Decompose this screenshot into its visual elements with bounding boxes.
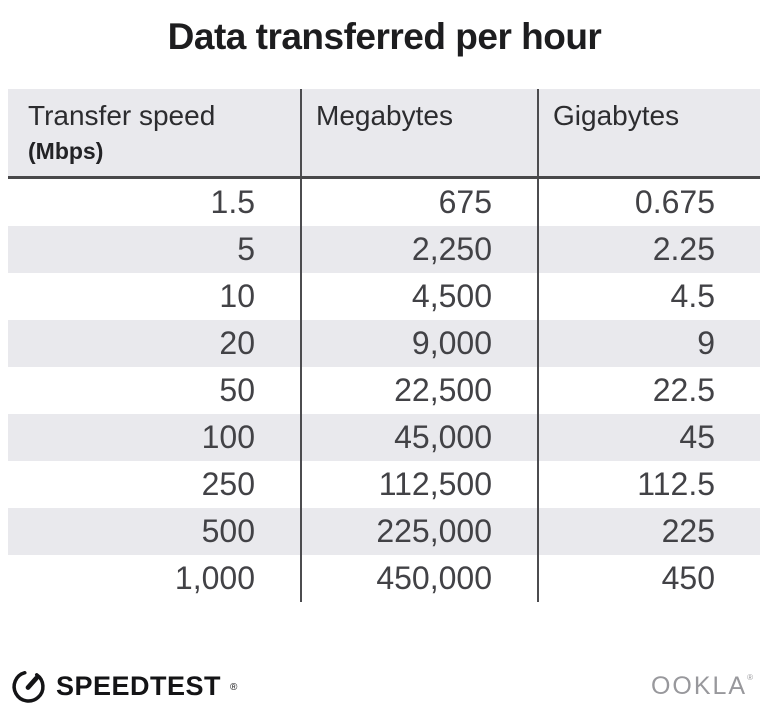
infographic-page: Data transferred per hour Transfer speed…	[0, 16, 769, 703]
cell-transfer-speed: 5	[8, 226, 302, 273]
cell-transfer-speed: 20	[8, 320, 302, 367]
cell-gigabytes: 22.5	[652, 372, 715, 408]
cell-gigabytes: 9	[697, 325, 715, 361]
cell-megabytes: 675	[302, 179, 539, 226]
speedtest-gauge-icon	[10, 668, 47, 705]
cell-megabytes: 4,500	[302, 273, 539, 320]
registered-trademark-icon: ®	[230, 682, 238, 693]
ookla-logo: OOKLA ®	[651, 672, 755, 701]
table-row: 10 4,500 4.5	[8, 273, 760, 320]
cell-megabytes: 450,000	[302, 555, 539, 602]
speedtest-wordmark: SPEEDTEST	[56, 670, 222, 701]
table-row: 50 22,500 22.5	[8, 367, 760, 414]
table-row: 500 225,000 225	[8, 508, 760, 555]
cell-megabytes: 2,250	[302, 226, 539, 273]
page-title: Data transferred per hour	[167, 16, 602, 57]
column-header-gigabytes: Gigabytes	[539, 89, 760, 176]
cell-megabytes: 45,000	[302, 414, 539, 461]
ookla-wordmark: OOKLA	[650, 671, 748, 700]
cell-megabytes: 225,000	[302, 508, 539, 555]
cell-transfer-speed: 500	[8, 508, 302, 555]
footer: SPEEDTEST ® OOKLA ®	[10, 666, 755, 706]
column-header-transfer-speed: Transfer speed (Mbps)	[8, 89, 302, 176]
cell-transfer-speed: 10	[8, 273, 302, 320]
speedtest-logo: SPEEDTEST ®	[10, 668, 237, 705]
column-header-unit: (Mbps)	[28, 138, 104, 164]
cell-megabytes: 112,500	[302, 461, 539, 508]
cell-transfer-speed: 1,000	[8, 555, 302, 602]
cell-transfer-speed: 50	[8, 367, 302, 414]
cell-gigabytes: 45	[679, 419, 715, 455]
cell-gigabytes: 450	[661, 560, 715, 596]
cell-gigabytes: 0.675	[634, 184, 715, 220]
cell-gigabytes: 112.5	[637, 466, 715, 502]
table-row: 250 112,500 112.5	[8, 461, 760, 508]
table-row: 1.5 675 0.675	[8, 179, 760, 226]
cell-gigabytes: 2.25	[652, 231, 715, 267]
cell-megabytes: 9,000	[302, 320, 539, 367]
cell-gigabytes: 225	[661, 513, 715, 549]
data-table: Transfer speed (Mbps) Megabytes Gigabyte…	[8, 89, 760, 602]
cell-gigabytes: 4.5	[670, 278, 715, 314]
column-header-label: Transfer speed	[28, 100, 216, 131]
registered-trademark-icon: ®	[747, 672, 755, 682]
table-row: 20 9,000 9	[8, 320, 760, 367]
table-body: 1.5 675 0.675 5 2,250 2.25 10 4,500 4.5 …	[8, 179, 760, 602]
table-row: 100 45,000 45	[8, 414, 760, 461]
cell-transfer-speed: 250	[8, 461, 302, 508]
table-header-row: Transfer speed (Mbps) Megabytes Gigabyte…	[8, 89, 760, 179]
column-header-label: Megabytes	[316, 100, 453, 131]
table-row: 5 2,250 2.25	[8, 226, 760, 273]
cell-transfer-speed: 1.5	[8, 179, 302, 226]
table-row: 1,000 450,000 450	[8, 555, 760, 602]
cell-megabytes: 22,500	[302, 367, 539, 414]
column-header-label: Gigabytes	[553, 100, 680, 131]
column-header-megabytes: Megabytes	[302, 89, 539, 176]
cell-transfer-speed: 100	[8, 414, 302, 461]
